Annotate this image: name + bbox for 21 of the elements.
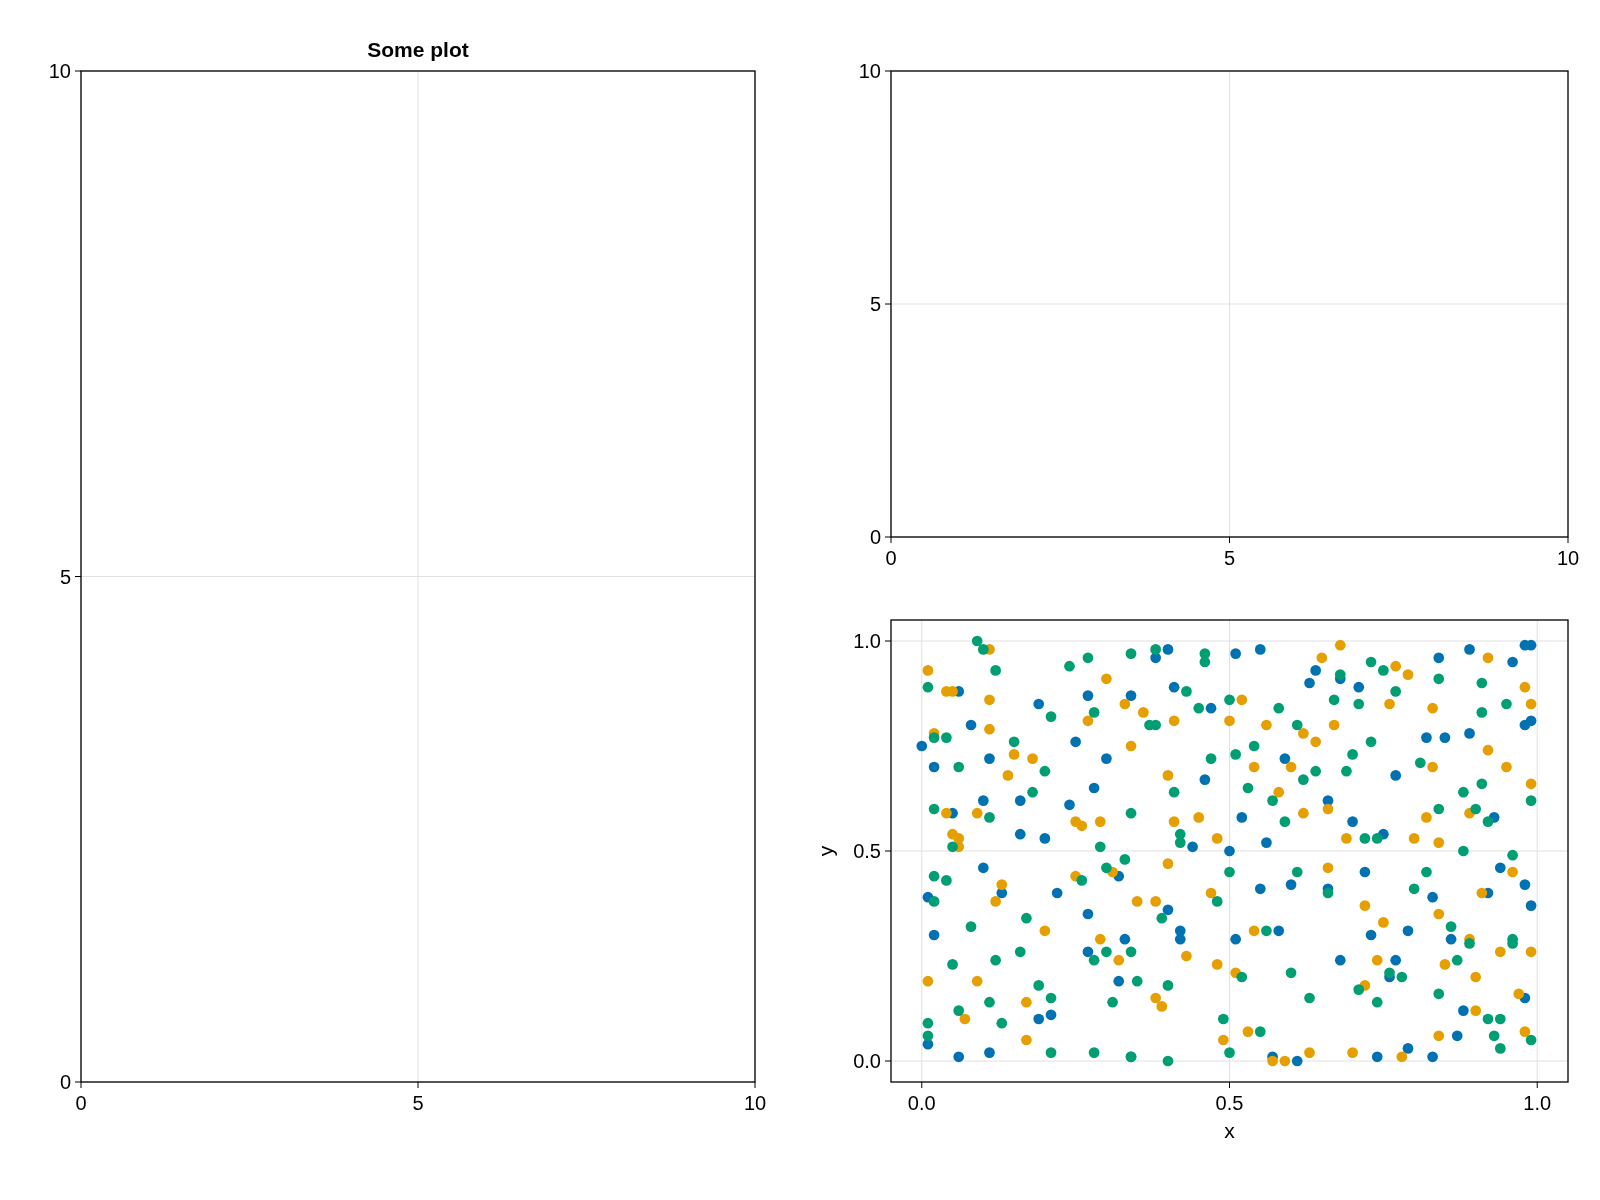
y-tick-label: 0.0 bbox=[853, 1050, 881, 1072]
x-tick-label: 0.0 bbox=[907, 1092, 936, 1114]
x-tick-label: 1.0 bbox=[1523, 1092, 1552, 1114]
y-tick-label: 0.5 bbox=[853, 840, 881, 862]
y-tick-label: 0 bbox=[59, 1071, 71, 1093]
x-axis-title: x bbox=[1224, 1119, 1236, 1142]
x-tick-label: 0 bbox=[885, 547, 897, 569]
x-tick-label: 10 bbox=[1556, 547, 1580, 569]
x-tick-label: 0 bbox=[75, 1092, 87, 1114]
y-tick-label: 0 bbox=[869, 526, 881, 548]
x-tick-label: 5 bbox=[1223, 547, 1236, 569]
y-tick-label: 5 bbox=[59, 565, 71, 588]
y-axis-title: y bbox=[814, 845, 837, 857]
y-tick-label: 10 bbox=[48, 60, 71, 82]
chart-title: Some plot bbox=[367, 38, 469, 61]
x-tick-label: 10 bbox=[743, 1092, 767, 1114]
y-tick-label: 1.0 bbox=[853, 630, 881, 652]
y-tick-label: 5 bbox=[869, 293, 881, 315]
x-tick-label: 5 bbox=[412, 1092, 424, 1114]
y-tick-label: 10 bbox=[858, 60, 881, 82]
x-tick-label: 0.5 bbox=[1215, 1092, 1244, 1114]
